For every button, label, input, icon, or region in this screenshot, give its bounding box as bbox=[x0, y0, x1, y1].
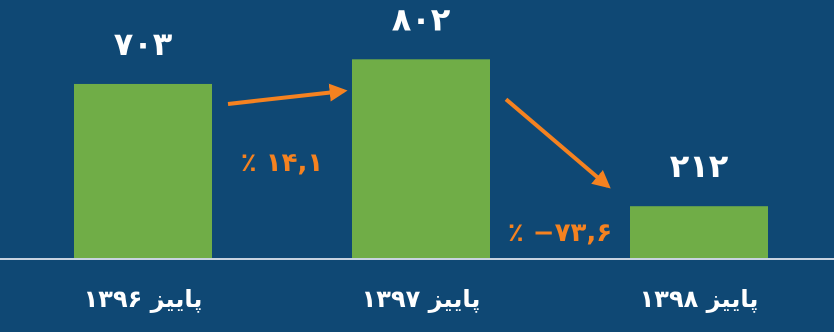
x-tick-labels-group: پاییز ۱۳۹۶ پاییز ۱۳۹۷ پاییز ۱۳۹۸ bbox=[84, 285, 759, 313]
decline-arrow-1397-1398 bbox=[504, 97, 611, 189]
growth-arrow-1396-1397 bbox=[227, 83, 348, 106]
bar-3 bbox=[630, 206, 768, 259]
change-label-1397-1398: ٪ −۷۳,۶ bbox=[508, 218, 612, 248]
x-tick-label-1396: پاییز ۱۳۹۶ bbox=[84, 285, 203, 313]
value-labels-group: ۷۰۳ ۸۰۲ ۲۱۲ bbox=[114, 0, 729, 185]
bar-2 bbox=[352, 59, 490, 259]
change-arrows-group bbox=[227, 83, 611, 189]
bars-group bbox=[74, 59, 768, 259]
change-labels-group: ٪ ۱۴,۱ ٪ −۷۳,۶ bbox=[241, 148, 612, 248]
bar-1 bbox=[74, 83, 212, 259]
x-tick-label-1398: پاییز ۱۳۹۸ bbox=[640, 285, 759, 313]
change-label-1396-1397: ٪ ۱۴,۱ bbox=[241, 148, 323, 178]
value-label-1396: ۷۰۳ bbox=[114, 25, 173, 63]
value-label-1397: ۸۰۲ bbox=[392, 0, 451, 38]
value-label-1398: ۲۱۲ bbox=[670, 147, 729, 185]
x-tick-label-1397: پاییز ۱۳۹۷ bbox=[362, 285, 481, 313]
